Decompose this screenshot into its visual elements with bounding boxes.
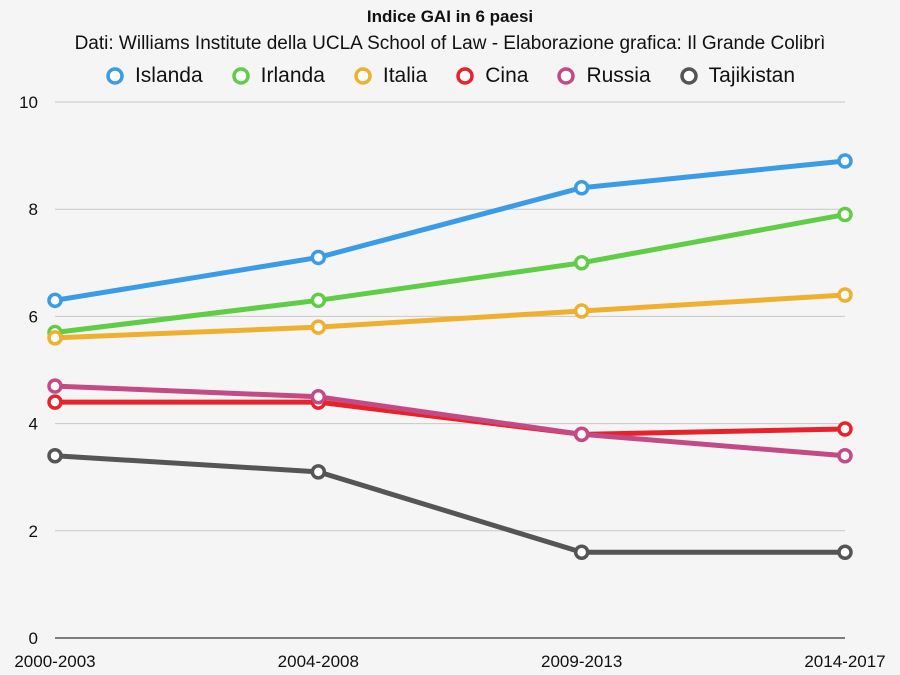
legend-marker-tajikistan xyxy=(679,67,698,85)
y-tick-label: 4 xyxy=(29,415,38,434)
data-point-islanda xyxy=(47,292,63,309)
data-point-russia xyxy=(573,426,590,443)
legend-item-islanda[interactable]: Islanda xyxy=(105,64,203,88)
data-point-cina xyxy=(837,421,853,437)
legend-item-cina[interactable]: Cina xyxy=(455,64,528,88)
data-point-irlanda xyxy=(310,292,327,309)
legend-label-cina: Cina xyxy=(485,64,529,87)
x-tick-label: 2014-2017 xyxy=(804,652,885,671)
legend-label-islanda: Islanda xyxy=(134,64,203,87)
y-tick-label: 0 xyxy=(29,629,38,648)
data-point-tajikistan xyxy=(837,544,853,560)
series-line-islanda xyxy=(52,158,848,303)
y-tick-label: 2 xyxy=(29,522,38,541)
data-point-italia xyxy=(573,303,590,319)
legend-item-irlanda[interactable]: Irlanda xyxy=(231,64,325,88)
data-point-islanda xyxy=(573,180,590,196)
legend-marker-italia xyxy=(354,67,372,85)
legend-item-tajikistan[interactable]: Tajikistan xyxy=(679,64,795,88)
data-point-islanda xyxy=(837,153,853,169)
legend-marker-cina xyxy=(456,67,474,85)
legend-label-tajikistan: Tajikistan xyxy=(708,64,796,87)
data-point-irlanda xyxy=(573,255,590,271)
series-line-tajikistan xyxy=(52,453,848,555)
data-point-tajikistan xyxy=(573,544,590,560)
series-line-italia xyxy=(52,292,848,341)
data-point-russia xyxy=(310,389,327,405)
legend-marker-irlanda xyxy=(231,67,250,85)
data-point-tajikistan xyxy=(310,464,327,480)
x-tick-label: 2009-2013 xyxy=(541,652,622,671)
series-line-irlanda xyxy=(52,212,848,335)
chart-subtitle: Dati: Williams Institute della UCLA Scho… xyxy=(74,33,826,54)
y-tick-label: 8 xyxy=(29,200,38,219)
legend-item-russia[interactable]: Russia xyxy=(556,64,651,88)
chart-title: Indice GAI in 6 paesi xyxy=(366,7,534,26)
legend: Islanda Irlanda Italia Cina Russia Tajik… xyxy=(0,64,900,88)
legend-marker-islanda xyxy=(106,67,124,85)
series-line-russia xyxy=(52,383,848,459)
series-line-cina xyxy=(52,399,848,437)
data-point-italia xyxy=(837,287,853,303)
data-point-italia xyxy=(47,330,63,346)
y-tick-label: 10 xyxy=(19,93,38,112)
data-point-islanda xyxy=(310,249,327,266)
y-tick-label: 6 xyxy=(29,307,38,326)
legend-label-italia: Italia xyxy=(382,64,428,87)
legend-item-italia[interactable]: Italia xyxy=(353,64,427,88)
legend-marker-russia xyxy=(557,67,576,85)
data-point-italia xyxy=(310,319,327,335)
data-point-cina xyxy=(47,394,63,410)
legend-label-irlanda: Irlanda xyxy=(260,64,325,87)
x-tick-label: 2004-2008 xyxy=(278,652,359,671)
data-point-tajikistan xyxy=(47,448,63,464)
data-point-russia xyxy=(837,448,853,464)
legend-label-russia: Russia xyxy=(586,64,651,87)
x-tick-label: 2000-2003 xyxy=(14,652,95,671)
data-point-russia xyxy=(47,378,63,394)
data-point-irlanda xyxy=(837,206,853,223)
